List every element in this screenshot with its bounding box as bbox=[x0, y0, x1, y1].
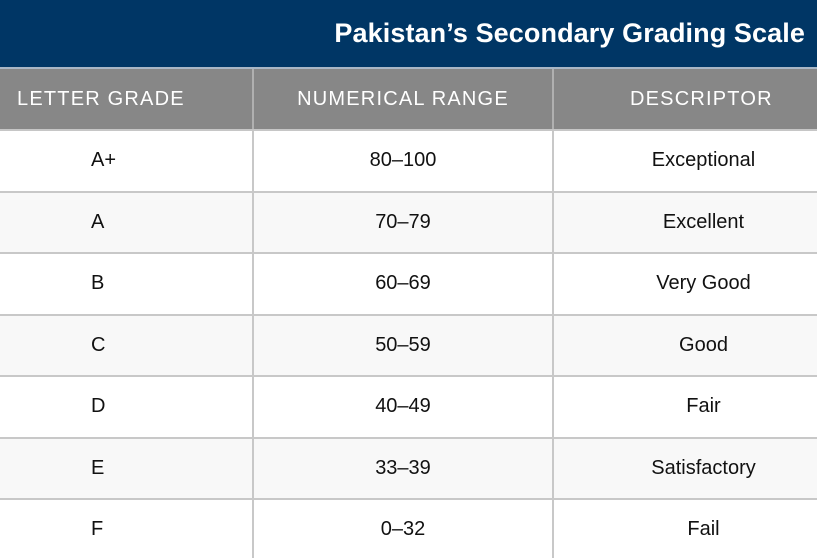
header-row: LETTER GRADE NUMERICAL RANGE DESCRIPTOR bbox=[0, 69, 817, 131]
table-row: D 40–49 Fair bbox=[0, 376, 817, 439]
cell-grade: A+ bbox=[0, 130, 254, 193]
cell-range: 70–79 bbox=[253, 191, 554, 254]
cell-grade: D bbox=[0, 376, 254, 439]
title-bar: Pakistan’s Secondary Grading Scale bbox=[0, 0, 817, 69]
cell-descriptor: Very Good bbox=[553, 253, 817, 316]
table-row: A+ 80–100 Exceptional bbox=[0, 130, 817, 193]
table-row: E 33–39 Satisfactory bbox=[0, 437, 817, 500]
cell-range: 50–59 bbox=[253, 314, 554, 377]
table-row: B 60–69 Very Good bbox=[0, 253, 817, 316]
header-descriptor: DESCRIPTOR bbox=[553, 69, 817, 131]
cell-descriptor: Fail bbox=[553, 499, 817, 558]
cell-grade: F bbox=[0, 499, 254, 558]
cell-descriptor: Satisfactory bbox=[553, 437, 817, 500]
cell-range: 60–69 bbox=[253, 253, 554, 316]
cell-descriptor: Fair bbox=[553, 376, 817, 439]
table-row: C 50–59 Good bbox=[0, 314, 817, 377]
table-row: A 70–79 Excellent bbox=[0, 191, 817, 254]
table-row: F 0–32 Fail bbox=[0, 499, 817, 558]
cell-grade: E bbox=[0, 437, 254, 500]
table-body: A+ 80–100 Exceptional A 70–79 Excellent … bbox=[0, 130, 817, 558]
cell-grade: A bbox=[0, 191, 254, 254]
grading-table: LETTER GRADE NUMERICAL RANGE DESCRIPTOR … bbox=[0, 69, 817, 558]
header-numerical-range: NUMERICAL RANGE bbox=[253, 69, 554, 131]
table-header: LETTER GRADE NUMERICAL RANGE DESCRIPTOR bbox=[0, 69, 817, 131]
cell-grade: C bbox=[0, 314, 254, 377]
cell-range: 33–39 bbox=[253, 437, 554, 500]
cell-range: 0–32 bbox=[253, 499, 554, 558]
cell-range: 80–100 bbox=[253, 130, 554, 193]
cell-descriptor: Good bbox=[553, 314, 817, 377]
cell-descriptor: Excellent bbox=[553, 191, 817, 254]
cell-descriptor: Exceptional bbox=[553, 130, 817, 193]
page-title: Pakistan’s Secondary Grading Scale bbox=[334, 18, 805, 48]
cell-grade: B bbox=[0, 253, 254, 316]
cell-range: 40–49 bbox=[253, 376, 554, 439]
header-letter-grade: LETTER GRADE bbox=[0, 69, 254, 131]
